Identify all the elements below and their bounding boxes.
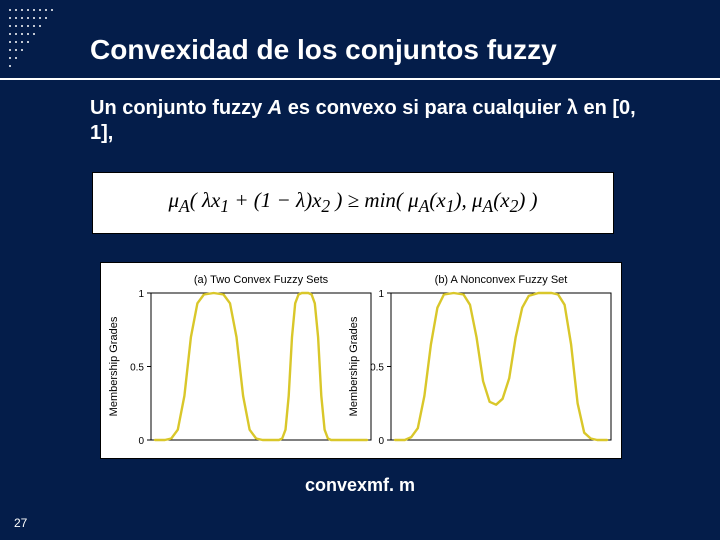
- formula-box: μA( λx1 + (1 − λ)x2 ) ≥ min( μA(x1), μA(…: [92, 172, 614, 234]
- charts-svg: (a) Two Convex Fuzzy Sets Membership Grad…: [101, 263, 621, 458]
- svg-text:(b) A Nonconvex Fuzzy Set: (b) A Nonconvex Fuzzy Set: [435, 274, 568, 286]
- charts-container: (a) Two Convex Fuzzy Sets Membership Grad…: [100, 262, 622, 459]
- svg-text:Membership Grades: Membership Grades: [108, 316, 120, 416]
- svg-text:0.5: 0.5: [370, 363, 384, 374]
- divider: [0, 78, 720, 80]
- page-number: 27: [14, 516, 27, 530]
- svg-text:(a) Two Convex Fuzzy Sets: (a) Two Convex Fuzzy Sets: [194, 274, 329, 286]
- svg-text:0: 0: [378, 436, 384, 447]
- slide: Convexidad de los conjuntos fuzzy Un con…: [0, 0, 720, 540]
- svg-text:0.5: 0.5: [130, 363, 144, 374]
- svg-text:1: 1: [138, 289, 144, 300]
- page-title: Convexidad de los conjuntos fuzzy: [90, 34, 557, 66]
- caption-file: convexmf. m: [0, 475, 720, 496]
- svg-text:Membership Grades: Membership Grades: [348, 316, 360, 416]
- definition-text: Un conjunto fuzzy A es convexo si para c…: [90, 96, 660, 146]
- definition-text-1: Un conjunto fuzzy: [90, 97, 268, 119]
- svg-text:0: 0: [138, 436, 144, 447]
- formula-text: μA( λx1 + (1 − λ)x2 ) ≥ min( μA(x1), μA(…: [168, 188, 537, 217]
- svg-text:1: 1: [378, 289, 384, 300]
- definition-text-A: A: [268, 97, 282, 119]
